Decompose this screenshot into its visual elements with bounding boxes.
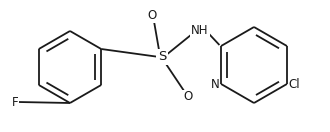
Text: NH: NH <box>191 23 209 37</box>
Text: F: F <box>12 95 18 109</box>
Text: Cl: Cl <box>288 77 300 91</box>
Text: O: O <box>148 10 157 22</box>
Text: N: N <box>211 77 219 91</box>
Text: S: S <box>158 51 166 63</box>
Text: O: O <box>183 91 193 103</box>
